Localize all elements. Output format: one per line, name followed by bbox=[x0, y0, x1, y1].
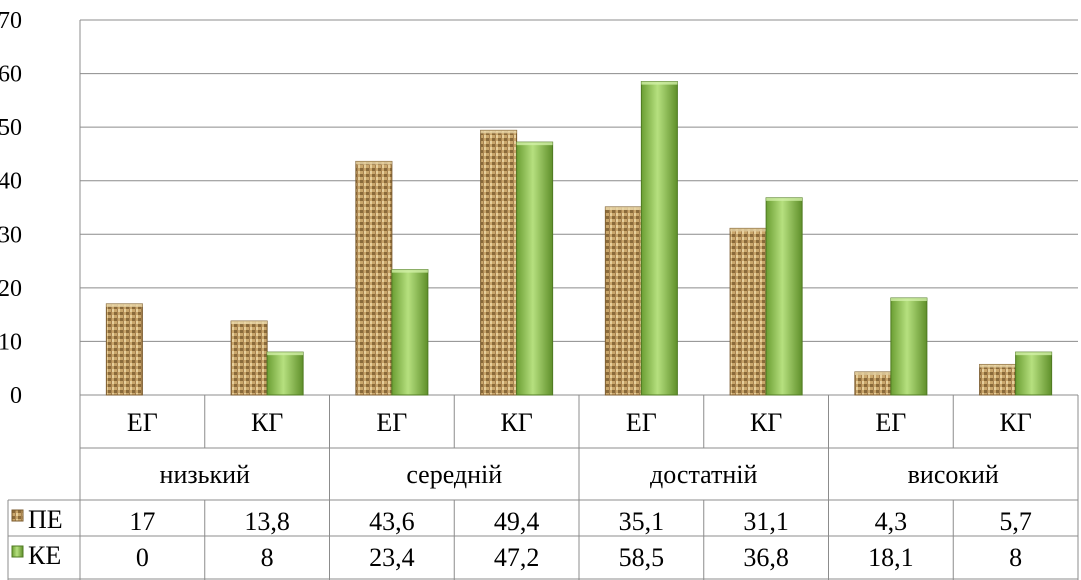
y-tick-label: 70 bbox=[0, 8, 22, 34]
x-group-label: низький bbox=[160, 460, 251, 489]
bar-КЕ-3 bbox=[516, 141, 554, 396]
x-group-label: достатній bbox=[650, 460, 757, 489]
bar-КЕ-4 bbox=[640, 81, 678, 396]
bar-cap-ПЕ-0 bbox=[106, 303, 143, 307]
legend-key-КЕ bbox=[11, 545, 24, 558]
bar-cap-КЕ-4 bbox=[641, 81, 678, 85]
table-value-ПЕ: 31,1 bbox=[743, 507, 789, 536]
table-value-КЕ: 47,2 bbox=[494, 543, 540, 572]
table-value-ПЕ: 43,6 bbox=[369, 507, 415, 536]
bar-КЕ-5 bbox=[765, 197, 803, 396]
y-tick-label: 40 bbox=[0, 169, 22, 195]
bar-cap-КЕ-6 bbox=[890, 298, 927, 302]
bar-cap-КЕ-2 bbox=[391, 269, 428, 273]
data-table bbox=[7, 395, 1079, 580]
bar-ПЕ-2 bbox=[355, 160, 393, 396]
legend-label: ПЕ bbox=[28, 505, 63, 534]
x-category-label: КГ bbox=[750, 408, 782, 437]
bar-cap-ПЕ-2 bbox=[355, 161, 392, 165]
table-value-КЕ: 8 bbox=[261, 543, 274, 572]
x-category-label: ЕГ bbox=[875, 408, 906, 437]
bar-cap-ПЕ-4 bbox=[605, 206, 642, 210]
bar-ПЕ-3 bbox=[480, 129, 518, 396]
table-value-КЕ: 8 bbox=[1009, 543, 1022, 572]
bar-КЕ-6 bbox=[890, 297, 928, 396]
x-category-label: ЕГ bbox=[626, 408, 657, 437]
bar-cap-КЕ-1 bbox=[267, 352, 304, 356]
table-value-КЕ: 0 bbox=[136, 543, 149, 572]
table-value-КЕ: 36,8 bbox=[743, 543, 789, 572]
bar-ПЕ-0 bbox=[105, 303, 143, 396]
bar-ПЕ-5 bbox=[729, 227, 767, 396]
bar-ПЕ-7 bbox=[979, 363, 1017, 396]
x-category-label: КГ bbox=[251, 408, 283, 437]
bar-ПЕ-1 bbox=[230, 320, 268, 396]
y-tick-label: 50 bbox=[0, 115, 22, 141]
table-value-ПЕ: 13,8 bbox=[244, 507, 290, 536]
bar-КЕ-7 bbox=[1015, 351, 1053, 396]
y-tick-label: 10 bbox=[0, 329, 22, 355]
table-value-ПЕ: 5,7 bbox=[999, 507, 1032, 536]
bar-cap-ПЕ-6 bbox=[854, 371, 891, 375]
bar-cap-ПЕ-7 bbox=[979, 364, 1016, 368]
bars bbox=[105, 81, 1053, 396]
bar-cap-КЕ-3 bbox=[516, 142, 553, 146]
y-tick-label: 20 bbox=[0, 276, 22, 302]
table-value-КЕ: 18,1 bbox=[868, 543, 914, 572]
y-tick-label: 60 bbox=[0, 62, 22, 88]
bar-ПЕ-6 bbox=[854, 371, 892, 396]
x-category-label: КГ bbox=[500, 408, 532, 437]
bar-cap-ПЕ-3 bbox=[480, 130, 517, 134]
table-value-ПЕ: 4,3 bbox=[875, 507, 908, 536]
bar-КЕ-2 bbox=[391, 269, 429, 396]
table-value-ПЕ: 17 bbox=[129, 507, 155, 536]
table-value-КЕ: 23,4 bbox=[369, 543, 415, 572]
x-category-label: ЕГ bbox=[127, 408, 158, 437]
table-value-КЕ: 58,5 bbox=[619, 543, 665, 572]
x-category-label: КГ bbox=[999, 408, 1031, 437]
bar-cap-КЕ-5 bbox=[766, 197, 803, 201]
bar-ПЕ-4 bbox=[604, 206, 642, 396]
x-group-label: середній bbox=[406, 460, 502, 489]
y-tick-label: 0 bbox=[10, 383, 22, 409]
legend-label: КЕ bbox=[28, 541, 61, 570]
legend-key-ПЕ bbox=[11, 509, 24, 522]
x-category-label: ЕГ bbox=[376, 408, 407, 437]
bar-cap-ПЕ-1 bbox=[231, 321, 268, 325]
bar-cap-КЕ-7 bbox=[1015, 352, 1052, 356]
gridlines bbox=[79, 19, 1078, 396]
table-value-ПЕ: 49,4 bbox=[494, 507, 540, 536]
x-group-label: високий bbox=[908, 460, 999, 489]
bar-cap-ПЕ-5 bbox=[730, 228, 767, 232]
table-value-ПЕ: 35,1 bbox=[619, 507, 665, 536]
bar-КЕ-1 bbox=[266, 351, 304, 396]
y-tick-label: 30 bbox=[0, 222, 22, 248]
